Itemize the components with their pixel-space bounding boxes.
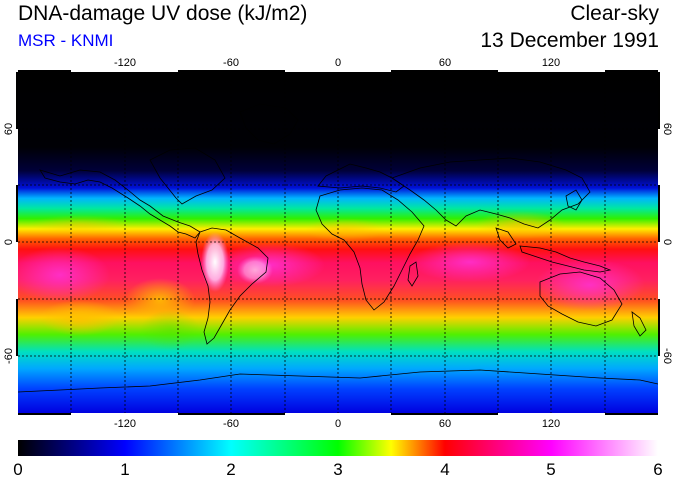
- colorbar-label: 6: [653, 460, 662, 479]
- lon-tick-bottom: -60: [223, 418, 239, 430]
- lon-tick-top: 0: [335, 57, 341, 69]
- lon-tick-top: 120: [542, 57, 560, 69]
- lon-tick-top: -120: [114, 57, 136, 69]
- uv-field: [18, 72, 658, 413]
- lat-tick-left: 60: [3, 123, 15, 135]
- lat-tick-left: -60: [3, 348, 15, 364]
- map-frame: [16, 70, 660, 415]
- lon-tick-bottom: 60: [439, 418, 451, 430]
- colorbar: [18, 440, 658, 456]
- lat-tick-right: 60: [661, 123, 673, 135]
- colorbar-label: 4: [440, 460, 449, 479]
- colorbar-label: 0: [13, 460, 22, 479]
- colorbar-gradient: [18, 440, 658, 456]
- lon-tick-top: -60: [223, 57, 239, 69]
- colorbar-label: 1: [120, 460, 129, 479]
- lon-tick-bottom: 0: [335, 418, 341, 430]
- lon-tick-bottom: 120: [542, 418, 560, 430]
- coastlines: [18, 103, 658, 393]
- colorbar-label: 2: [226, 460, 235, 479]
- source-label: MSR - KNMI: [18, 31, 114, 50]
- lat-tick-left: 0: [3, 239, 15, 245]
- chart-title: DNA-damage UV dose (kJ/m2): [18, 2, 308, 25]
- sky-condition-label: Clear-sky: [570, 2, 659, 25]
- lat-tick-right: -60: [661, 348, 673, 364]
- graticule: [18, 72, 658, 413]
- lon-tick-bottom: -120: [114, 418, 136, 430]
- lon-tick-top: 60: [439, 57, 451, 69]
- date-label: 13 December 1991: [480, 29, 659, 52]
- lat-tick-right: 0: [661, 239, 673, 245]
- colorbar-label: 5: [546, 460, 555, 479]
- colorbar-label: 3: [333, 460, 342, 479]
